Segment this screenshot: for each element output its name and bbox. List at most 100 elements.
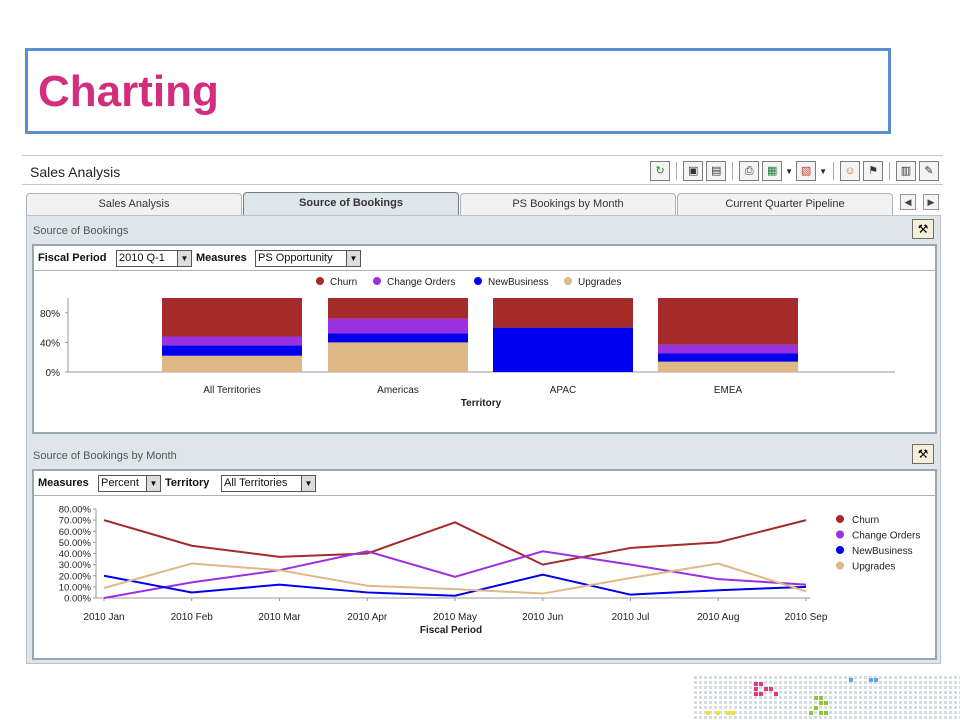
fiscal-period-dropdown[interactable]: 2010 Q-1 ▼ (116, 250, 192, 267)
section-title: Source of Bookings (33, 225, 129, 237)
bar-segment-upgrades (328, 342, 468, 372)
legend-swatch (564, 277, 572, 285)
dashboard-window: Sales Analysis ↻ ▣ ▤ ⎙ ▦ ▼ ▧ ▼ ☺ ⚑ ▥ ✎ S… (22, 155, 943, 665)
yellow-pixel-cluster (706, 711, 735, 715)
tab-source-of-bookings[interactable]: Source of Bookings (243, 192, 459, 215)
legend-swatch (373, 277, 381, 285)
bar-segment-newbusiness (328, 333, 468, 343)
y-tick-label: 10.00% (59, 582, 92, 593)
refresh-icon[interactable]: ↻ (650, 161, 671, 181)
blue-pixel-cluster (849, 678, 878, 682)
save-icon[interactable]: ▣ (683, 161, 704, 181)
dashboard-title: Sales Analysis (30, 164, 121, 180)
y-tick-label: 80.00% (59, 505, 92, 516)
run-icon[interactable]: ⚑ (863, 161, 883, 181)
x-tick-label: EMEA (714, 385, 743, 396)
y-tick-label: 60.00% (59, 527, 92, 538)
toolbar-separator (732, 162, 734, 180)
y-tick-label: 30.00% (59, 560, 92, 571)
print-icon[interactable]: ⎙ (739, 161, 760, 181)
y-tick-label: 0.00% (64, 594, 91, 605)
chevron-down-icon[interactable]: ▼ (785, 166, 794, 176)
bar-segment-change-orders (658, 344, 798, 354)
tab-scroll-left-icon[interactable]: ◀ (900, 194, 916, 210)
legend-swatch (316, 277, 324, 285)
chevron-down-icon[interactable]: ▼ (819, 166, 827, 176)
toolbar-separator (889, 162, 890, 180)
chevron-down-icon: ▼ (146, 476, 160, 491)
section-properties-icon[interactable]: ⚒ (912, 219, 934, 239)
bar-segment-change-orders (162, 336, 302, 346)
section-header-source-of-bookings-by-month: Source of Bookings by Month ⚒ (27, 441, 940, 469)
bar-segment-churn (162, 298, 302, 337)
bar-segment-newbusiness (658, 353, 798, 362)
legend-swatch (836, 515, 844, 523)
x-tick-label: 2010 Jul (612, 612, 650, 623)
prompt-row: Measures Percent ▼ Territory All Territo… (34, 471, 935, 496)
x-tick-label: 2010 Feb (171, 612, 214, 623)
tab-sales-analysis[interactable]: Sales Analysis (26, 193, 242, 215)
source-of-bookings-by-month-panel: Measures Percent ▼ Territory All Territo… (32, 469, 937, 660)
x-tick-label: 2010 Mar (258, 612, 301, 623)
excel-export-icon[interactable]: ▦ (762, 161, 783, 181)
pdf-export-icon[interactable]: ▧ (796, 161, 817, 181)
x-axis-title: Territory (461, 398, 502, 409)
dashboard-content: Source of Bookings ⚒ Fiscal Period 2010 … (26, 215, 941, 664)
x-tick-label: Americas (377, 385, 419, 396)
section-title: Source of Bookings by Month (33, 450, 177, 462)
fiscal-period-label: Fiscal Period (38, 252, 107, 264)
bar-segment-churn (658, 298, 798, 345)
x-tick-label: 2010 Aug (697, 612, 739, 623)
measures-dropdown[interactable]: PS Opportunity ▼ (255, 250, 361, 267)
measures-dropdown[interactable]: Percent ▼ (98, 475, 161, 492)
section-properties-icon[interactable]: ⚒ (912, 444, 934, 464)
chevron-down-icon: ▼ (301, 476, 315, 491)
measures-value: PS Opportunity (258, 252, 333, 264)
tab-current-quarter-pipeline[interactable]: Current Quarter Pipeline (677, 193, 893, 215)
chevron-down-icon: ▼ (346, 251, 360, 266)
clipboard-icon[interactable]: ▥ (896, 161, 916, 181)
measures-label: Measures (38, 477, 89, 489)
series-line-change-orders (103, 550, 807, 599)
legend-swatch (474, 277, 482, 285)
y-tick-label: 40% (40, 338, 60, 349)
tab-ps-bookings-by-month[interactable]: PS Bookings by Month (460, 193, 676, 215)
legend-label: Change Orders (852, 531, 920, 542)
x-tick-label: 2010 Jan (83, 612, 124, 623)
pink-pixel-cluster (754, 682, 778, 696)
bar-segment-change-orders (328, 318, 468, 334)
legend-label: Churn (330, 277, 357, 288)
legend-swatch (836, 546, 844, 554)
dashboard-titlebar: Sales Analysis ↻ ▣ ▤ ⎙ ▦ ▼ ▧ ▼ ☺ ⚑ ▥ ✎ (22, 155, 943, 185)
save-as-icon[interactable]: ▤ (706, 161, 727, 181)
slide-title: Charting (38, 67, 219, 116)
green-pixel-cluster (809, 696, 828, 715)
measures-value: Percent (101, 477, 139, 489)
bar-segment-newbusiness (162, 345, 302, 356)
legend-label: NewBusiness (488, 277, 549, 288)
y-tick-label: 40.00% (59, 549, 92, 560)
territory-dropdown[interactable]: All Territories ▼ (221, 475, 316, 492)
prompt-row: Fiscal Period 2010 Q-1 ▼ Measures PS Opp… (34, 246, 935, 271)
bar-segment-upgrades (162, 355, 302, 372)
slide-title-box: Charting (25, 48, 891, 134)
tab-bar: Sales Analysis Source of Bookings PS Boo… (26, 192, 943, 215)
source-of-bookings-bar-chart: Churn Change Orders NewBusiness Upgrades 0% 4… (40, 277, 895, 409)
series-line-churn (103, 519, 807, 566)
y-tick-label: 20.00% (59, 571, 92, 582)
user-icon[interactable]: ☺ (840, 161, 860, 181)
bar-segment-newbusiness (493, 327, 633, 372)
fiscal-period-value: 2010 Q-1 (119, 252, 165, 264)
tab-scroll-right-icon[interactable]: ▶ (923, 194, 939, 210)
toolbar: ↻ ▣ ▤ ⎙ ▦ ▼ ▧ ▼ ☺ ⚑ ▥ ✎ (650, 161, 939, 181)
section-header-source-of-bookings: Source of Bookings ⚒ (27, 216, 940, 244)
x-tick-label: APAC (550, 385, 577, 396)
bar-segment-upgrades (658, 361, 798, 372)
legend-label: Churn (852, 515, 879, 526)
series-line-upgrades (103, 562, 807, 595)
y-tick-label: 70.00% (59, 516, 92, 527)
properties-icon[interactable]: ✎ (919, 161, 939, 181)
bar-segment-churn (328, 298, 468, 319)
toolbar-separator (833, 162, 834, 180)
series-line-newbusiness (103, 573, 807, 597)
